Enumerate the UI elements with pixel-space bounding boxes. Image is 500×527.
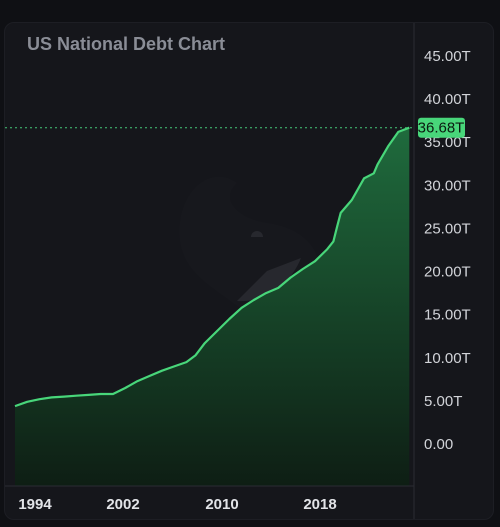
chart-card: US National Debt Chart 0.00 5.00T 10.00T 15…	[4, 22, 494, 520]
watermark-logo-icon	[179, 176, 319, 315]
x-tick-label: 1994	[18, 496, 52, 513]
area-layer	[15, 127, 410, 486]
x-tick-label: 2010	[205, 496, 238, 513]
y-tick-label: 40.00T	[424, 91, 471, 108]
y-tick-label: 25.00T	[424, 220, 471, 237]
y-tick-label: 20.00T	[424, 264, 471, 281]
debt-area	[15, 127, 410, 486]
y-tick-label: 10.00T	[424, 350, 471, 367]
chart-title: US National Debt Chart	[27, 34, 225, 54]
x-ticks: 1994 2002 2010 2018	[18, 496, 336, 513]
y-tick-label: 30.00T	[424, 177, 471, 194]
x-tick-label: 2002	[106, 496, 139, 513]
x-tick-label: 2018	[303, 496, 336, 513]
y-ticks: 0.00 5.00T 10.00T 15.00T 20.00T 25.00T 30.00T 3…	[424, 48, 471, 453]
debt-chart: US National Debt Chart 0.00 5.00T 10.00T 15…	[5, 23, 471, 519]
y-tick-label: 5.00T	[424, 393, 462, 410]
debt-line	[14, 126, 410, 408]
last-value-label: 36.68T	[418, 120, 465, 137]
y-tick-label: 45.00T	[424, 48, 471, 65]
line-layer	[14, 126, 410, 408]
y-tick-label: 15.00T	[424, 307, 471, 324]
y-tick-label: 35.00T	[424, 134, 471, 151]
y-tick-label: 0.00	[424, 436, 453, 453]
last-value-tag	[418, 117, 465, 138]
